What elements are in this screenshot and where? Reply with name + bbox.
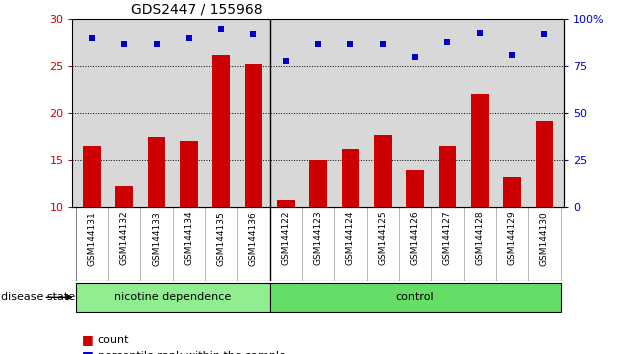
Bar (180, 141, 198, 207)
Text: GSM144135: GSM144135 (217, 211, 226, 266)
Point (378, 41, 388, 47)
Point (151, 41, 161, 47)
Bar (309, 160, 327, 207)
Bar (115, 185, 133, 207)
Bar (212, 55, 230, 207)
Text: GDS2447 / 155968: GDS2447 / 155968 (132, 3, 263, 17)
Bar (277, 200, 295, 207)
Text: GSM144122: GSM144122 (282, 211, 290, 265)
Point (345, 41, 355, 47)
Text: percentile rank within the sample: percentile rank within the sample (98, 351, 285, 354)
Bar (374, 135, 392, 207)
Text: ■: ■ (82, 349, 94, 354)
Point (410, 54, 420, 60)
Point (539, 32, 549, 37)
Point (281, 58, 291, 64)
Point (248, 32, 258, 37)
Point (184, 35, 194, 41)
Point (87, 35, 97, 41)
Text: GSM144131: GSM144131 (88, 211, 96, 266)
Text: GSM144125: GSM144125 (378, 211, 387, 266)
Text: GSM144128: GSM144128 (475, 211, 484, 266)
Text: GSM144136: GSM144136 (249, 211, 258, 266)
Text: control: control (396, 292, 435, 302)
Point (442, 39, 452, 45)
Text: GSM144126: GSM144126 (411, 211, 420, 266)
Point (475, 30, 485, 35)
Text: GSM144129: GSM144129 (508, 211, 517, 266)
Text: GSM144127: GSM144127 (443, 211, 452, 266)
Text: GSM144132: GSM144132 (120, 211, 129, 266)
Point (119, 41, 129, 47)
Point (216, 26, 226, 32)
Text: GSM144133: GSM144133 (152, 211, 161, 266)
Text: count: count (98, 335, 129, 345)
Text: ■: ■ (82, 333, 94, 346)
Text: GSM144134: GSM144134 (185, 211, 193, 266)
Bar (83, 146, 101, 207)
Bar (438, 146, 456, 207)
Text: GSM144130: GSM144130 (540, 211, 549, 266)
Bar (244, 64, 262, 207)
Bar (406, 170, 424, 207)
Bar (270, 283, 561, 312)
Text: nicotine dependence: nicotine dependence (114, 292, 231, 302)
Point (507, 52, 517, 58)
Bar (503, 177, 521, 207)
Text: GSM144123: GSM144123 (314, 211, 323, 266)
Bar (147, 137, 166, 207)
Text: disease state: disease state (1, 292, 76, 302)
Text: GSM144124: GSM144124 (346, 211, 355, 265)
Bar (341, 149, 359, 207)
Bar (76, 283, 270, 312)
Bar (471, 93, 489, 207)
Point (313, 41, 323, 47)
Bar (536, 121, 553, 207)
